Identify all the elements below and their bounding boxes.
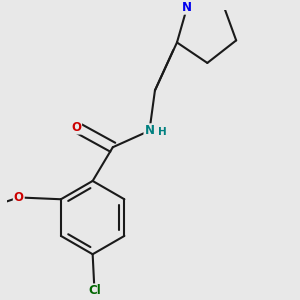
Text: N: N <box>144 124 154 137</box>
Text: O: O <box>14 191 24 204</box>
Text: Cl: Cl <box>88 284 101 297</box>
Text: H: H <box>158 127 167 137</box>
Text: O: O <box>71 121 81 134</box>
Text: N: N <box>182 1 192 14</box>
